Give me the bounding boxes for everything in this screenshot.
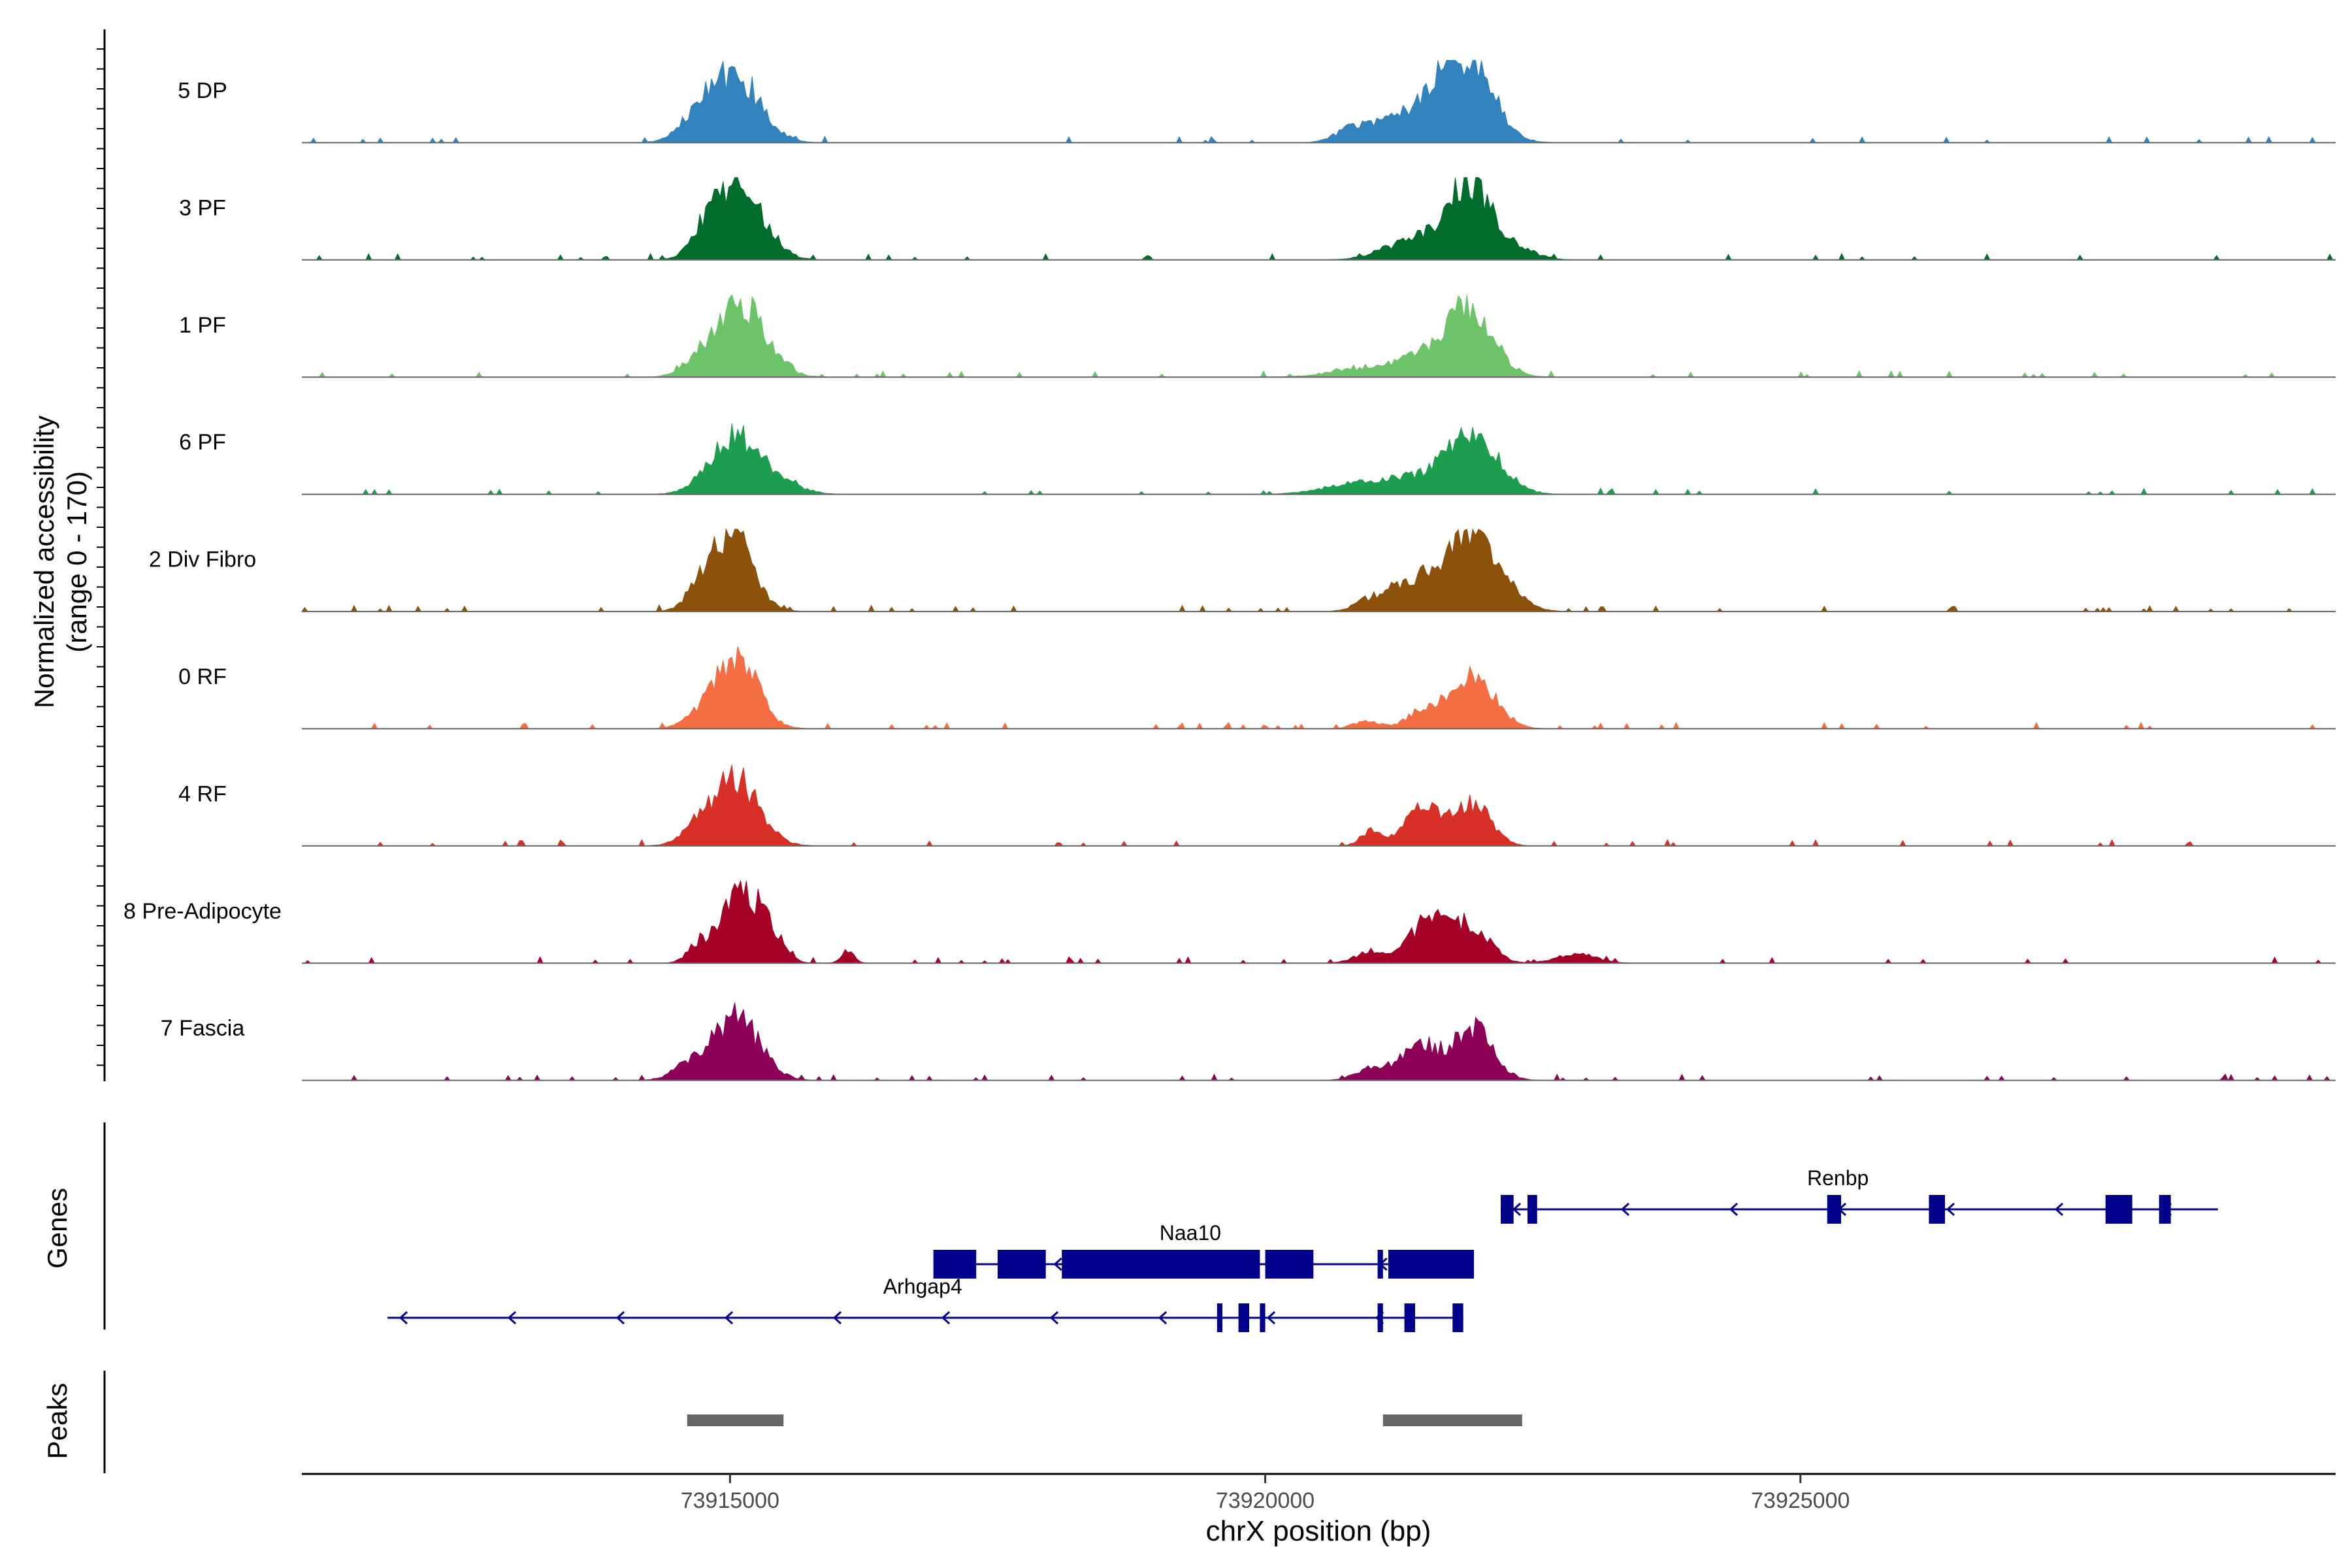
peak-region [1382,1414,1522,1426]
exon [997,1250,1046,1279]
track-label: 0 RF [178,664,227,689]
x-tick-label: 73925000 [1751,1488,1850,1513]
exon [933,1250,977,1279]
strand-arrow [615,1311,625,1325]
gene-label-renbp: Renbp [1807,1166,1869,1190]
exon [1501,1195,1514,1224]
gene-models: Renbp Naa10 Arhgap4 [387,1166,2218,1332]
gene-label-arhgap4: Arhgap4 [883,1275,962,1298]
track-label: 3 PF [179,195,226,220]
peaks-panel-label: Peaks [42,1383,73,1460]
strand-arrow [1729,1202,1739,1217]
strand-arrow [1266,1311,1276,1325]
peak-regions [687,1414,1522,1426]
exon [1265,1250,1314,1279]
track-label: 4 RF [178,781,227,806]
peak-region [687,1414,784,1426]
strand-arrow [1158,1311,1168,1325]
exon [1377,1303,1383,1332]
x-tick-label: 73915000 [681,1488,779,1513]
exon [2159,1195,2171,1224]
track-label: 2 Div Fibro [149,547,256,572]
x-tick-label: 73920000 [1216,1488,1315,1513]
strand-arrow [2054,1202,2064,1217]
strand-arrow [941,1311,951,1325]
track-label: 1 PF [179,313,226,338]
exon [1062,1250,1260,1279]
y-axis-label-line2: (range 0 - 170) [61,471,92,653]
exon [1217,1303,1223,1332]
exon [1527,1195,1537,1224]
strand-arrow [399,1311,408,1325]
coverage-tracks: 5 DP 3 PF 1 PF 6 PF 2 Div Fibro 0 RF 4 RF 8 Pre… [123,59,2336,1081]
exon [1827,1195,1842,1224]
strand-arrow [1053,1257,1062,1271]
exon [1377,1250,1383,1279]
exon [1238,1303,1250,1332]
y-axis-label-line1: Normalized accessibility [29,416,59,708]
strand-arrow [724,1311,734,1325]
strand-arrow [832,1311,842,1325]
track-label: 5 DP [178,78,227,103]
strand-arrow [1946,1202,1955,1217]
exon [1452,1303,1463,1332]
gene-label-naa10: Naa10 [1160,1221,1221,1245]
track-label: 8 Pre-Adipocyte [123,899,282,924]
strand-arrow [1049,1311,1059,1325]
exon [1260,1303,1266,1332]
track-label: 6 PF [179,430,226,455]
exon [1388,1250,1475,1279]
strand-arrow [1620,1202,1630,1217]
exon [1404,1303,1415,1332]
strand-arrow [507,1311,517,1325]
exon [2105,1195,2132,1224]
x-axis-ticks: 73915000 73920000 73925000 [681,1474,1850,1513]
strand-arrow [1512,1202,1522,1217]
genes-panel-label: Genes [42,1188,73,1269]
track-label: 7 Fascia [161,1016,245,1041]
exon [1929,1195,1945,1224]
x-axis-label: chrX position (bp) [1206,1515,1431,1547]
y-axis-ticks [97,48,105,1066]
